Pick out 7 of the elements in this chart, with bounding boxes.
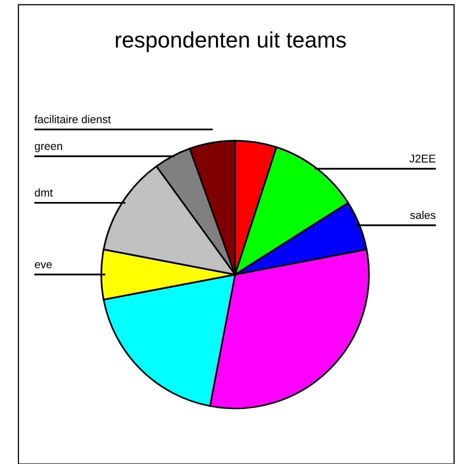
slice-label: sales [410, 210, 436, 220]
slice-label: J2EE [409, 154, 436, 163]
slice-label: eve [34, 262, 52, 268]
slice-label: dmt [34, 188, 53, 197]
chart-title: respondenten uit teams [116, 31, 346, 52]
slice-label: green [34, 144, 62, 152]
slice-label: facilitaire dienst [34, 115, 111, 124]
